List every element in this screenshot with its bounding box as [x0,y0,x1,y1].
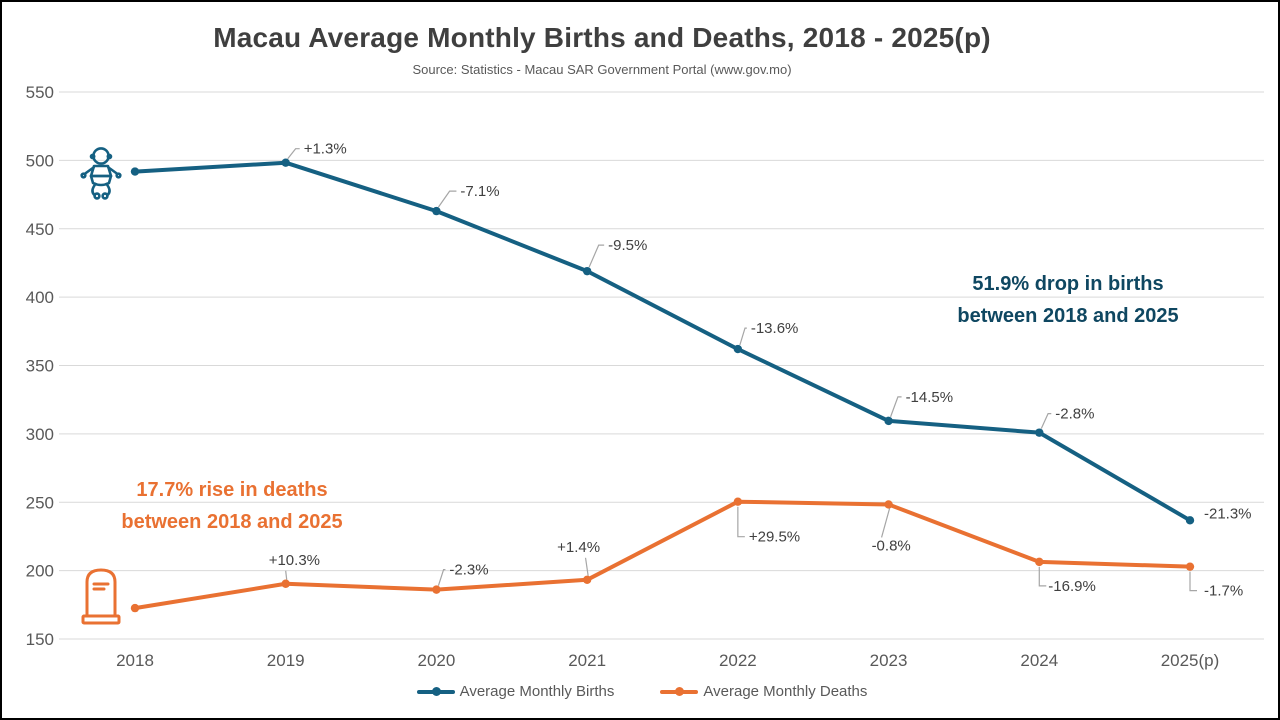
deaths-point-2023 [884,500,893,509]
data-label-deaths-2021: +1.4% [557,539,600,556]
data-label-deaths-2024: -16.9% [1048,578,1096,595]
births-point-2025(p) [1185,516,1195,525]
baby-icon [78,146,124,200]
label-leader-line [588,244,605,268]
births-line [133,160,1192,523]
data-label-births-2025(p): -21.3% [1204,505,1252,522]
data-label-births-2019: +1.3% [304,141,347,158]
label-leader-line [890,396,902,418]
data-label-births-2020: -7.1% [460,183,499,200]
legend-item-births: Average Monthly Births [416,683,615,700]
data-label-deaths-2020: -2.3% [449,562,488,579]
births-drop-line2: between 2018 and 2025 [957,305,1179,327]
data-label-births-2024: -2.8% [1055,406,1094,423]
data-label-deaths-2023: -0.8% [872,537,911,554]
y-tick-label-250: 250 [26,493,54,512]
data-label-deaths-2019: +10.3% [269,552,320,569]
tombstone-icon [77,564,125,628]
data-label-births-2022: -13.6% [751,320,799,337]
y-tick-label-550: 550 [26,83,54,102]
x-tick-label-2024: 2024 [1020,651,1058,670]
births-point-2018 [130,167,140,176]
data-label-deaths-2022: +29.5% [749,529,800,546]
births-point-2021 [582,266,592,276]
data-label-deaths-2025(p): -1.7% [1204,583,1243,600]
label-leader-line [437,569,446,586]
deaths-rise-line1: 17.7% rise in deaths [136,479,328,501]
births-drop-annotation: 51.9% drop in births between 2018 and 20… [932,268,1204,332]
x-tick-label-2025(p): 2025(p) [1161,651,1220,670]
births-drop-line1: 51.9% drop in births [972,273,1164,295]
label-leader-line [1189,571,1197,592]
y-tick-label-150: 150 [26,630,54,649]
legend-item-deaths: Average Monthly Deaths [660,683,867,700]
deaths-legend-label: Average Monthly Deaths [703,683,868,700]
label-leader-line [739,327,747,346]
deaths-point-2018 [130,603,140,613]
births-point-2023 [884,416,893,426]
y-tick-label-400: 400 [26,288,54,307]
label-leader-line [287,148,300,160]
label-leader-line [437,190,457,208]
chart-title: Macau Average Monthly Births and Deaths,… [213,22,991,53]
births-point-2020 [432,206,441,216]
y-tick-label-500: 500 [26,151,54,170]
deaths-point-2020 [432,585,441,594]
label-leader-line [880,508,891,538]
y-tick-label-450: 450 [26,220,54,239]
label-leader-line [285,570,288,580]
x-tick-label-2020: 2020 [418,651,456,670]
deaths-point-2019 [281,579,290,588]
chart-source-subtitle: Source: Statistics - Macau SAR Governmen… [412,62,792,77]
data-label-births-2023: -14.5% [906,389,954,406]
deaths-line [133,499,1192,611]
births-point-2019 [281,158,290,167]
births-point-2022 [733,344,743,354]
deaths-rise-line2: between 2018 and 2025 [121,511,343,533]
deaths-point-2021 [582,575,592,584]
births-point-2024 [1035,428,1044,437]
label-leader-line [1040,413,1052,429]
x-tick-label-2022: 2022 [719,651,757,670]
x-tick-label-2021: 2021 [568,651,606,670]
births-legend-marker-icon [416,687,455,696]
y-tick-label-300: 300 [26,425,54,444]
label-leader-line [584,557,589,576]
label-leader-line [737,506,745,538]
y-tick-label-350: 350 [26,357,54,376]
x-tick-label-2023: 2023 [870,651,908,670]
births-legend-label: Average Monthly Births [459,683,615,700]
deaths-rise-annotation: 17.7% rise in deaths between 2018 and 20… [96,474,368,538]
deaths-point-2024 [1035,557,1044,567]
deaths-point-2022 [733,497,743,506]
x-tick-label-2019: 2019 [267,651,305,670]
y-tick-label-200: 200 [26,562,54,581]
data-label-births-2021: -9.5% [608,237,647,254]
label-leader-line [1038,566,1047,587]
chart-legend: Average Monthly Births Average Monthly D… [2,683,1278,700]
x-tick-label-2018: 2018 [116,651,154,670]
deaths-point-2025(p) [1185,562,1195,571]
deaths-legend-marker-icon [660,687,699,696]
